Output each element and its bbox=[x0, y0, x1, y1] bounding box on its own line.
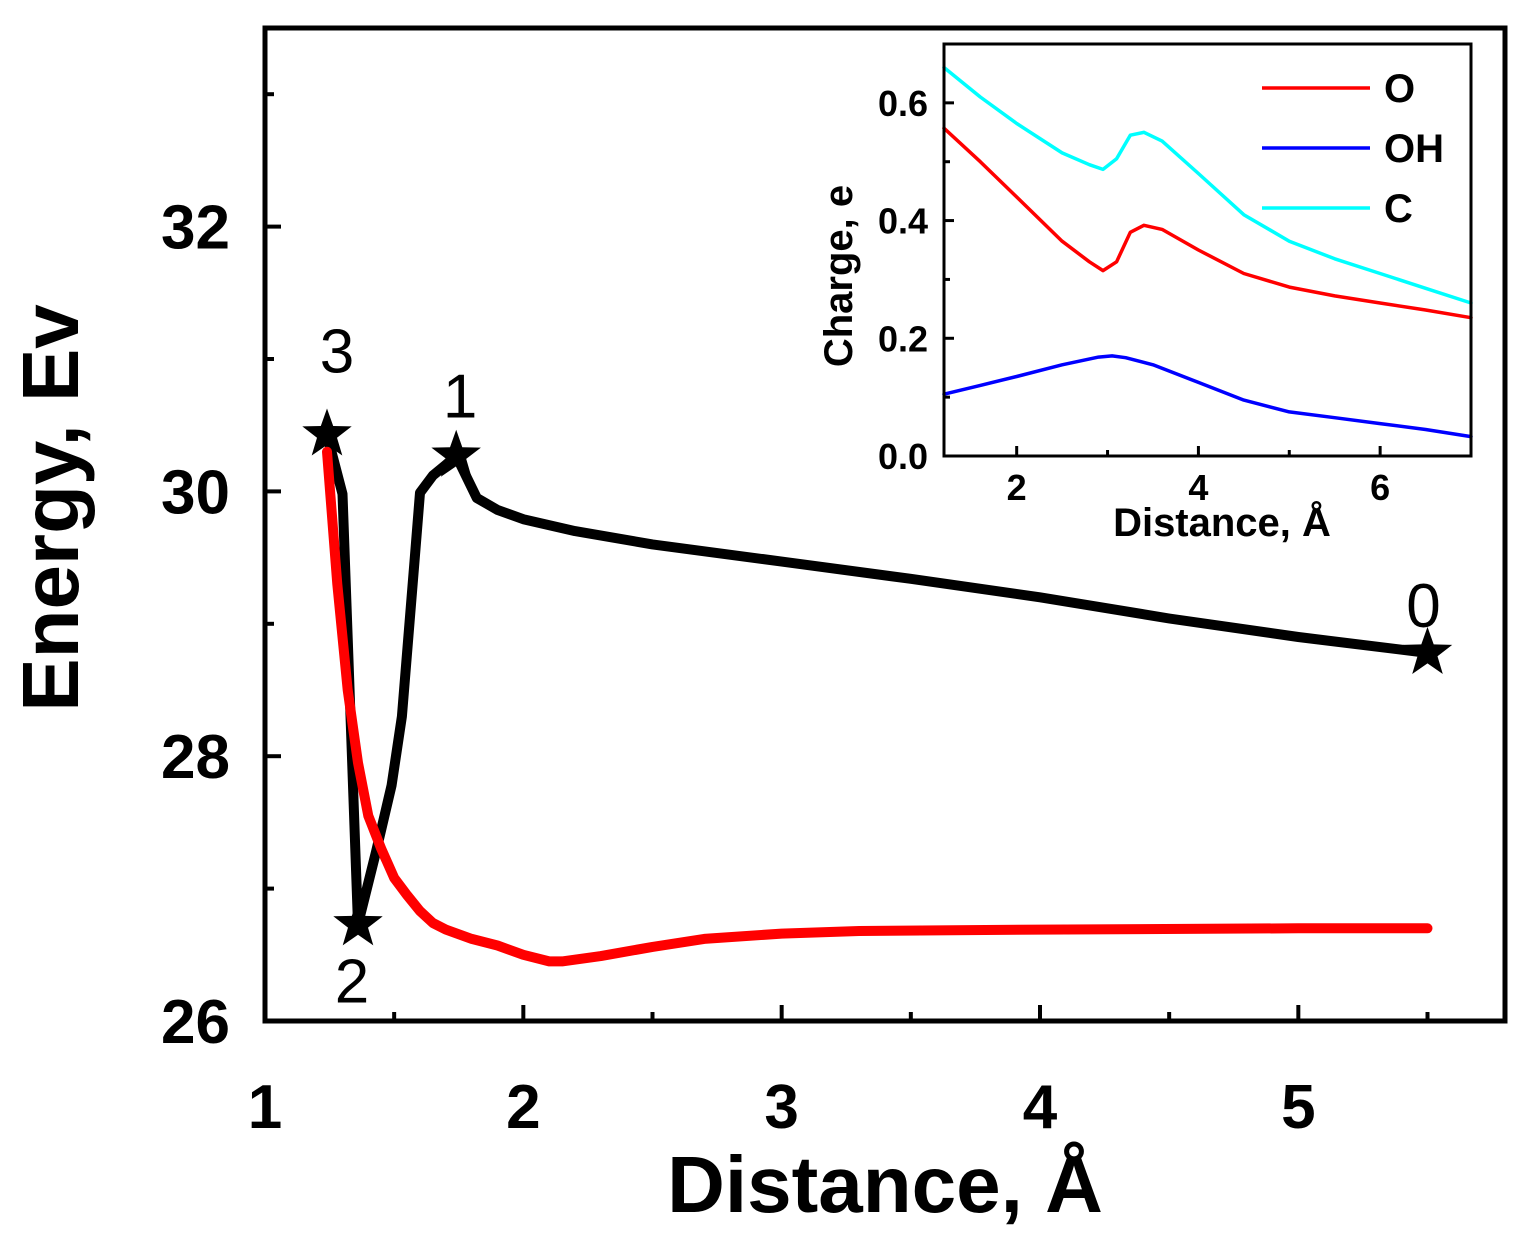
inset-y-tick-label: 0.0 bbox=[878, 436, 928, 477]
inset-series-O-line bbox=[942, 126, 1473, 320]
inset-plot-frame bbox=[942, 42, 1473, 458]
main-x-tick-label: 1 bbox=[248, 1073, 282, 1142]
point-0-star-marker bbox=[1402, 626, 1453, 674]
main-x-tick-label: 4 bbox=[1023, 1073, 1058, 1142]
point-1-label: 1 bbox=[443, 363, 477, 432]
inset-x-tick-label: 6 bbox=[1370, 467, 1390, 508]
main-series-black-line bbox=[322, 429, 1433, 930]
inset-x-axis-label: Distance, Å bbox=[1113, 500, 1331, 545]
inset-series-OH-line bbox=[942, 354, 1473, 439]
point-3-star-marker bbox=[302, 408, 352, 456]
main-y-tick-label: 32 bbox=[161, 194, 230, 263]
main-x-tick-label: 2 bbox=[506, 1073, 540, 1142]
main-x-tick-label: 3 bbox=[764, 1073, 798, 1142]
inset-x-tick-label: 4 bbox=[1188, 467, 1208, 508]
legend-label-O: O bbox=[1384, 67, 1415, 111]
legend-label-C: C bbox=[1384, 187, 1413, 231]
inset-y-axis-label: Charge, e bbox=[817, 185, 861, 367]
point-2-star-marker bbox=[333, 898, 383, 946]
inset-series-C-line bbox=[942, 65, 1473, 305]
inset-x-tick-label: 2 bbox=[1007, 467, 1027, 508]
inset-y-tick-label: 0.2 bbox=[878, 318, 928, 359]
inset-y-tick-label: 0.4 bbox=[878, 201, 928, 242]
main-x-tick-label: 5 bbox=[1281, 1073, 1315, 1142]
main-plot-frame bbox=[262, 25, 1508, 1024]
main-series-red-line bbox=[322, 446, 1433, 967]
main-y-tick-label: 26 bbox=[161, 988, 230, 1057]
main-x-axis-label: Distance, Å bbox=[667, 1140, 1103, 1229]
main-y-axis-label: Energy, Ev bbox=[6, 304, 95, 712]
main-y-tick-label: 30 bbox=[161, 458, 230, 527]
point-2-label: 2 bbox=[335, 947, 369, 1016]
main-y-tick-label: 28 bbox=[161, 723, 230, 792]
point-1-star-marker bbox=[431, 429, 481, 477]
point-0-label: 0 bbox=[1406, 572, 1440, 641]
legend-label-OH: OH bbox=[1384, 127, 1444, 171]
point-3-label: 3 bbox=[320, 317, 354, 386]
inset-y-tick-label: 0.6 bbox=[878, 83, 928, 124]
